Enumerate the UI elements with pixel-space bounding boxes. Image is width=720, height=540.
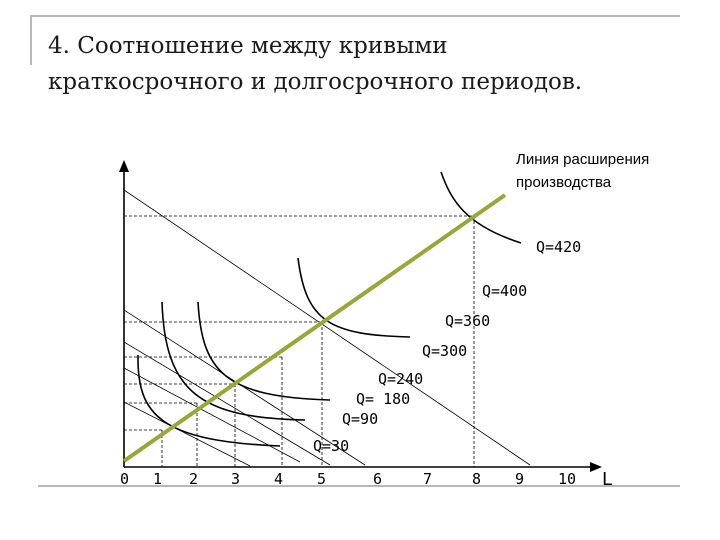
isocost-line-3: [123, 341, 331, 466]
expansion-line-label-1: Линия расширения: [516, 151, 649, 168]
slide-frame-left: [30, 15, 32, 65]
q-label-240: Q=240: [378, 370, 423, 388]
q-label-420: Q=420: [536, 238, 581, 256]
isoquant-q180: [197, 301, 331, 401]
isocost-line-5: [123, 401, 251, 467]
isoquants: [137, 171, 522, 447]
x-axis-label: L: [602, 469, 612, 490]
isocost-line-1: [123, 189, 531, 466]
tick-7: 7: [423, 470, 432, 488]
tick-2: 2: [189, 470, 198, 488]
tick-10: 10: [558, 470, 576, 488]
isoquant-q90: [161, 301, 306, 421]
expansion-line-label-2: производства: [516, 174, 612, 191]
tick-8: 8: [472, 470, 481, 488]
q-label-180: Q= 180: [356, 390, 410, 408]
expansion-path-line: [122, 193, 507, 463]
isoquant-q300: [297, 257, 411, 338]
tick-9: 9: [515, 470, 524, 488]
q-label-360: Q=360: [445, 312, 490, 330]
isoquant-q420: [440, 171, 522, 244]
title-line-1: 4. Соотношение между кривыми: [48, 33, 448, 59]
q-label-300: Q=300: [422, 342, 467, 360]
q-label-400: Q=400: [482, 282, 527, 300]
tick-6: 6: [373, 470, 382, 488]
slide-frame-bottom: [38, 485, 680, 487]
tick-5: 5: [317, 470, 326, 488]
slide-frame-top: [30, 15, 680, 17]
axes: [123, 165, 598, 468]
tick-0: 0: [120, 470, 129, 488]
q-label-90: Q=90: [342, 410, 378, 428]
slide-title: 4. Соотношение между кривыми краткосрочн…: [48, 28, 688, 100]
x-axis-arrow: [590, 462, 602, 472]
y-axis-arrow: [119, 160, 129, 172]
isoquant-q30: [137, 354, 281, 447]
title-line-2: краткосрочного и долгосрочного периодов.: [48, 69, 583, 95]
tick-4: 4: [274, 470, 283, 488]
tick-3: 3: [231, 470, 240, 488]
q-label-30: Q=30: [313, 437, 349, 455]
tick-1: 1: [153, 470, 162, 488]
